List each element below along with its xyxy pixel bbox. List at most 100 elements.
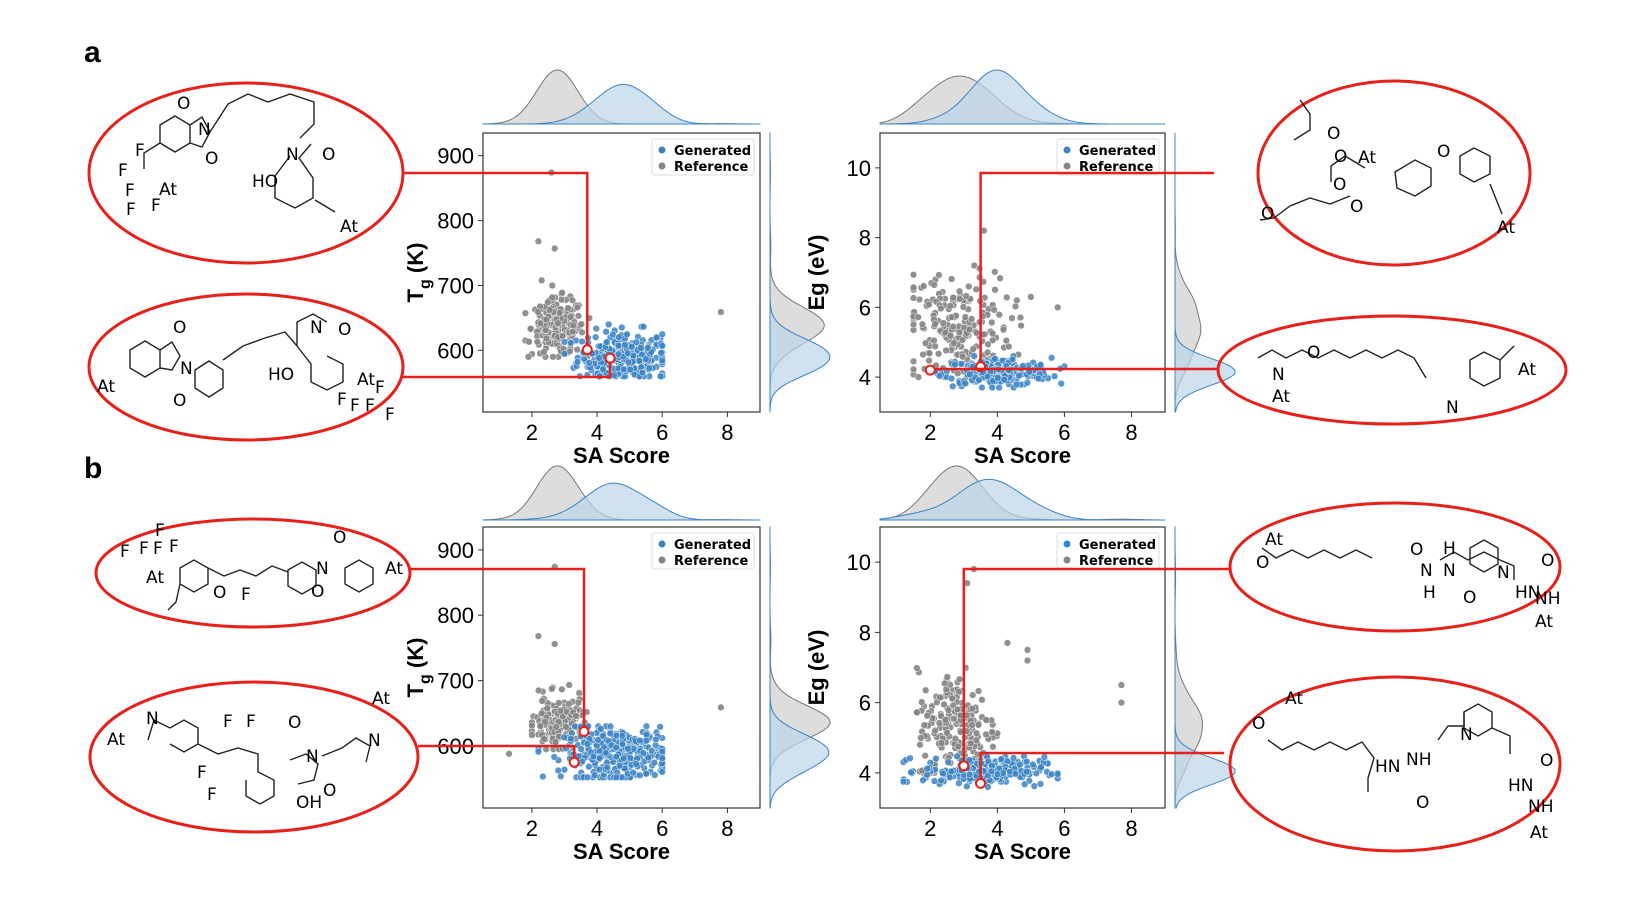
molecule-a-bottom-right: N O At At N: [1216, 314, 1568, 426]
x-tick-label: 2: [924, 816, 936, 841]
scatter-point-reference: [949, 322, 957, 331]
scatter-point-generated: [606, 729, 614, 738]
legend-marker: [1063, 540, 1071, 548]
scatter-point-reference: [1023, 656, 1032, 665]
atom-label: At: [1530, 823, 1548, 843]
atom-label: NH: [1535, 589, 1561, 609]
atom-label: O: [213, 583, 226, 603]
scatter-point-reference: [534, 632, 543, 640]
scatter-point-generated: [632, 338, 640, 346]
scatter-point-generated: [602, 328, 610, 336]
scatter-point-reference: [931, 342, 939, 350]
scatter-point-reference: [526, 325, 535, 333]
scatter-point-generated: [997, 755, 1005, 763]
scatter-point-generated: [612, 743, 620, 752]
scatter-point-reference: [1008, 314, 1016, 322]
scatter-point-generated: [591, 333, 600, 341]
plot-frame: [482, 132, 761, 413]
scatter-point-reference: [948, 694, 956, 703]
scatter-point-reference: [558, 685, 566, 693]
scatter-point-generated: [567, 339, 575, 347]
scatter-point-reference: [944, 706, 953, 714]
scatter-point-reference: [920, 282, 928, 290]
x-tick-label: 2: [526, 816, 538, 841]
scatter-point-generated: [658, 747, 666, 756]
scatter-point-reference: [533, 338, 542, 346]
scatter-point-reference: [935, 719, 943, 727]
atom-label: N: [1497, 563, 1510, 583]
scatter-point-reference: [534, 237, 543, 246]
scatter-point-generated: [993, 770, 1002, 778]
atom-label: F: [139, 539, 149, 559]
atom-label: N: [1420, 561, 1433, 581]
molecule-b-top-left: F F F F F At O F O N O At: [94, 517, 412, 629]
scatter-point-reference: [565, 700, 573, 708]
scatter-point-reference: [923, 712, 931, 720]
y-tick-label: 8: [859, 620, 871, 645]
scatter-point-generated: [638, 368, 647, 377]
molecule-ellipse: [87, 81, 405, 265]
atom-label: F: [241, 585, 251, 605]
scatter-point-generated: [626, 754, 634, 762]
scatter-point-generated: [966, 370, 974, 378]
atom-label: F: [197, 763, 207, 783]
atom-label: At: [1285, 689, 1303, 709]
scatter-point-generated: [963, 782, 971, 790]
highlight-point: [568, 756, 580, 768]
scatter-point-generated: [644, 753, 653, 762]
y-tick-label: 6: [859, 295, 871, 320]
scatter-point-generated: [965, 756, 973, 764]
scatter-point-generated: [652, 735, 660, 744]
scatter-point-generated: [1015, 372, 1023, 380]
atom-label: At: [1535, 612, 1553, 632]
atom-label: F: [223, 712, 233, 732]
scatter-point-reference: [569, 321, 577, 330]
scatter-point-generated: [639, 749, 648, 757]
scatter-point-generated: [966, 770, 974, 779]
legend-label: Reference: [674, 554, 748, 569]
scatter-point-reference: [943, 729, 951, 737]
scatter-point-generated: [589, 752, 598, 761]
scatter-point-generated: [1036, 361, 1045, 369]
atom-label: O: [333, 528, 346, 548]
scatter-point-generated: [995, 383, 1003, 392]
scatter-point-reference: [988, 318, 996, 327]
scatter-point-reference: [940, 700, 948, 709]
scatter-point-reference: [925, 349, 934, 357]
legend-marker: [658, 146, 666, 154]
scatter-point-generated: [560, 338, 569, 346]
scatter-point-generated: [1047, 770, 1056, 778]
x-axis-label: SA Score: [573, 443, 670, 468]
x-tick-label: 4: [591, 816, 603, 841]
atom-label: N: [1272, 365, 1285, 385]
scatter-point-generated: [1029, 760, 1037, 769]
molecule-a-top-left: F F F F F At O N O N O HO At: [87, 81, 405, 265]
scatter-point-generated: [652, 333, 661, 342]
scatter-point-reference: [554, 319, 562, 327]
atom-label: At: [357, 370, 375, 390]
scatter-point-reference: [943, 673, 951, 681]
scatter-point-generated: [592, 324, 600, 333]
y-tick-label: 900: [437, 144, 474, 169]
scatter-point-generated: [1050, 372, 1059, 380]
scatter-point-reference: [955, 675, 964, 683]
x-axis-label: SA Score: [974, 443, 1071, 468]
scatter-point-reference: [909, 357, 918, 365]
atom-label: HN: [1515, 583, 1541, 603]
atom-label: O: [288, 713, 301, 733]
molecule-ellipse: [87, 292, 405, 442]
scatter-point-generated: [657, 349, 665, 357]
scatter-point-reference: [989, 336, 997, 344]
scatter-point-generated: [636, 736, 644, 745]
scatter-point-reference: [921, 339, 930, 347]
scatter-point-reference: [528, 721, 536, 730]
scatter-point-generated: [983, 372, 992, 381]
atom-label: HN: [1375, 757, 1401, 777]
legend-label: Generated: [1079, 144, 1156, 159]
atom-label: H: [1423, 583, 1436, 603]
atom-label: NH: [1406, 750, 1432, 770]
scatter-point-generated: [603, 763, 611, 772]
plot-frame: [482, 526, 761, 809]
y-label-main: T: [403, 683, 428, 697]
